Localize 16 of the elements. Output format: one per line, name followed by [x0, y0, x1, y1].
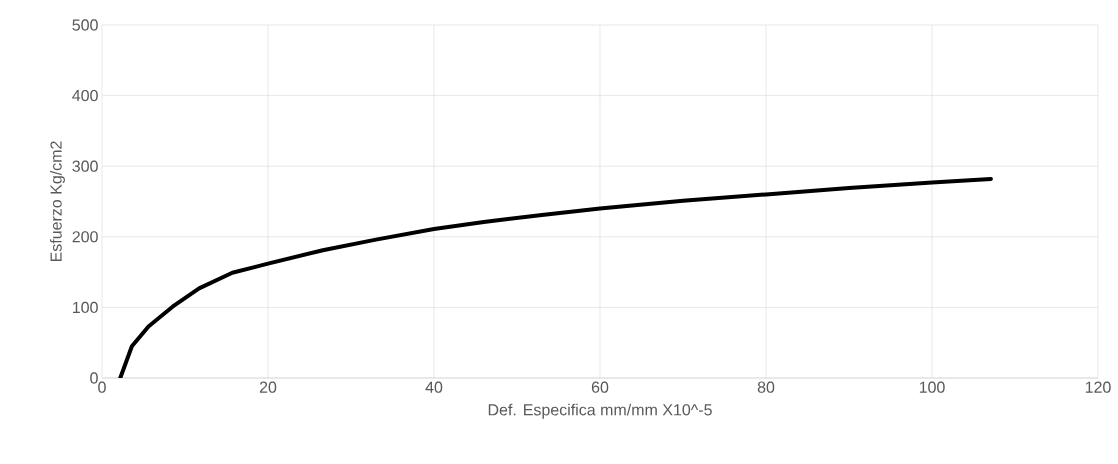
x-tick-label: 80 [757, 381, 775, 393]
x-axis-title: Def. Especifica mm/mm X10^-5 [488, 403, 712, 419]
x-tick-label: 60 [591, 381, 609, 393]
x-tick-label: 120 [1085, 381, 1111, 393]
line-series [118, 176, 993, 378]
y-tick-label: 100 [73, 301, 98, 314]
y-tick-label: 400 [72, 89, 98, 102]
y-axis-title: Esfuerzo Kg/cm2 [50, 141, 65, 262]
x-tick-label: 20 [259, 381, 277, 393]
x-tick-label: 0 [98, 381, 106, 393]
y-tick-label: 0 [90, 372, 98, 384]
x-tick-label: 40 [425, 381, 443, 393]
y-tick-label: 500 [72, 19, 98, 31]
y-tick-label: 300 [72, 160, 98, 172]
x-tick-label: 100 [919, 381, 945, 393]
y-tick-label: 200 [72, 231, 98, 243]
